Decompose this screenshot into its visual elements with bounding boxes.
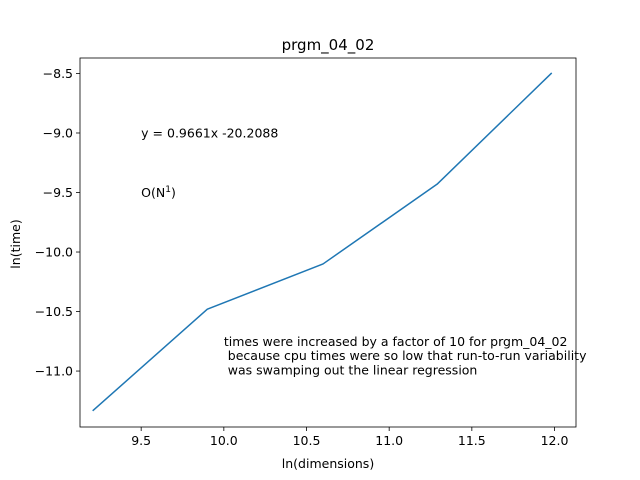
y-tick-label: −10.0 <box>35 245 73 260</box>
annotation-superscript: 1 <box>165 185 171 195</box>
x-tick-label: 9.5 <box>131 433 151 448</box>
series-line-0 <box>92 72 553 412</box>
annotation-text: times were increased by a factor of 10 f… <box>224 334 568 349</box>
x-axis-label: ln(dimensions) <box>282 456 374 471</box>
plot-area: 9.5 10.0 10.5 11.0 11.5 12.0 −8.5 −9.0 −9.5 −10.0… <box>35 57 587 448</box>
annotation-text: was swamping out the linear regression <box>224 362 478 377</box>
annotation-text: because cpu times were so low that run-t… <box>224 348 587 363</box>
y-tick-label: −9.5 <box>43 185 73 200</box>
y-axis-label: ln(time) <box>8 219 23 268</box>
annotation-text: y = 0.9661x -20.2088 <box>141 125 278 140</box>
chart-title: prgm_04_02 <box>282 36 375 55</box>
y-tick-label: −11.0 <box>35 364 73 379</box>
x-tick-label: 10.5 <box>293 433 321 448</box>
x-tick-label: 12.0 <box>541 433 569 448</box>
y-tick-label: −10.5 <box>35 304 73 319</box>
annotation-suffix: ) <box>171 185 176 200</box>
annotation-text: O(N1) <box>141 185 176 200</box>
y-tick-label: −9.0 <box>43 125 73 140</box>
x-tick-label: 10.0 <box>210 433 238 448</box>
y-tick-label: −8.5 <box>43 66 73 81</box>
x-tick-label: 11.0 <box>375 433 403 448</box>
axes-frame <box>79 57 577 428</box>
x-tick-label: 11.5 <box>458 433 486 448</box>
